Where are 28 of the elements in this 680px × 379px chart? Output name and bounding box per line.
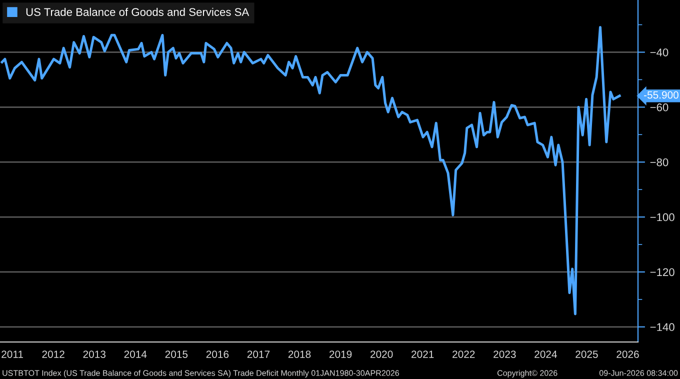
text: USTBTOT Index (US Trade Balance of Goods and Services SA) Trade Deficit Monthly 01JAN1980-30APR2026	[2, 370, 400, 378]
line-series	[0, 26, 621, 316]
x-tick-label: 2012	[42, 350, 64, 358]
x-tick-label: 2011	[2, 350, 24, 358]
x-tick-label: 2024	[534, 350, 557, 358]
x-tick-label: 2020	[370, 350, 393, 358]
x-tick-label: 2015	[165, 350, 188, 358]
y-tick-label: −140	[650, 323, 674, 332]
x-tick-label: 2025	[576, 350, 598, 358]
x-tick-label: 2021	[412, 350, 434, 358]
text: Copyright© 2026	[497, 370, 558, 378]
text: 09-Jun-2026 08:34:00	[599, 370, 678, 376]
x-tick-label: 2014	[124, 350, 147, 358]
y-tick-label: −80	[650, 158, 668, 166]
y-tick-label: −120	[650, 268, 674, 276]
y-tick-label: −40	[650, 48, 668, 56]
text: -55.900	[644, 91, 678, 99]
x-tick-label: 2022	[452, 350, 475, 358]
x-tick-label: 2019	[329, 350, 352, 358]
y-tick-label: −60	[650, 103, 668, 112]
x-tick-label: 2018	[288, 350, 311, 358]
x-tick-label: 2013	[83, 350, 106, 358]
x-tick-label: 2016	[206, 350, 229, 358]
x-tick-label: 2023	[494, 350, 516, 358]
x-tick-label: 2017	[247, 350, 270, 358]
legend-label: US Trade Balance of Goods and Services SA	[26, 8, 250, 16]
y-tick-label: −100	[650, 213, 674, 222]
x-tick-label: 2026	[616, 350, 639, 358]
